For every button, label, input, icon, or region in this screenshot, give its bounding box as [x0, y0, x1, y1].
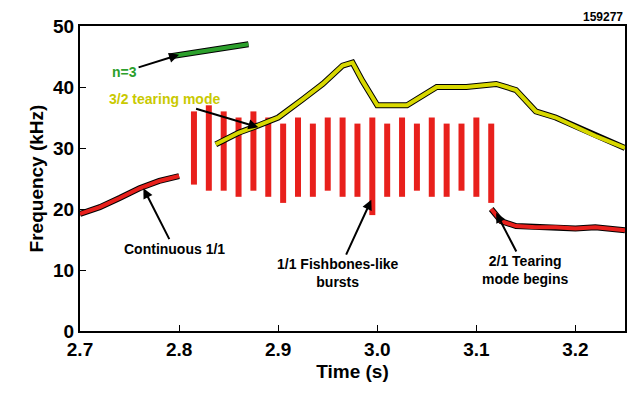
svg-text:3.1: 3.1	[463, 339, 490, 360]
svg-text:159277: 159277	[583, 10, 623, 24]
svg-text:Frequency (kHz): Frequency (kHz)	[26, 105, 47, 253]
svg-text:2.8: 2.8	[166, 339, 192, 360]
svg-text:10: 10	[53, 260, 74, 281]
svg-text:1/1 Fishbones-likebursts: 1/1 Fishbones-likebursts	[277, 256, 399, 290]
svg-text:3.2: 3.2	[562, 339, 588, 360]
svg-text:50: 50	[53, 16, 74, 37]
svg-text:Time (s): Time (s)	[316, 361, 389, 382]
svg-text:20: 20	[53, 199, 74, 220]
svg-text:2/1 Tearingmode begins: 2/1 Tearingmode begins	[482, 253, 569, 287]
svg-text:n=3: n=3	[112, 64, 137, 80]
svg-text:3.0: 3.0	[364, 339, 390, 360]
svg-text:2.7: 2.7	[67, 339, 93, 360]
svg-text:40: 40	[53, 77, 74, 98]
svg-text:3/2 tearing mode: 3/2 tearing mode	[109, 91, 220, 107]
svg-text:Continuous 1/1: Continuous 1/1	[124, 241, 225, 257]
svg-text:0: 0	[64, 321, 75, 342]
svg-text:30: 30	[53, 138, 74, 159]
svg-text:2.9: 2.9	[265, 339, 291, 360]
